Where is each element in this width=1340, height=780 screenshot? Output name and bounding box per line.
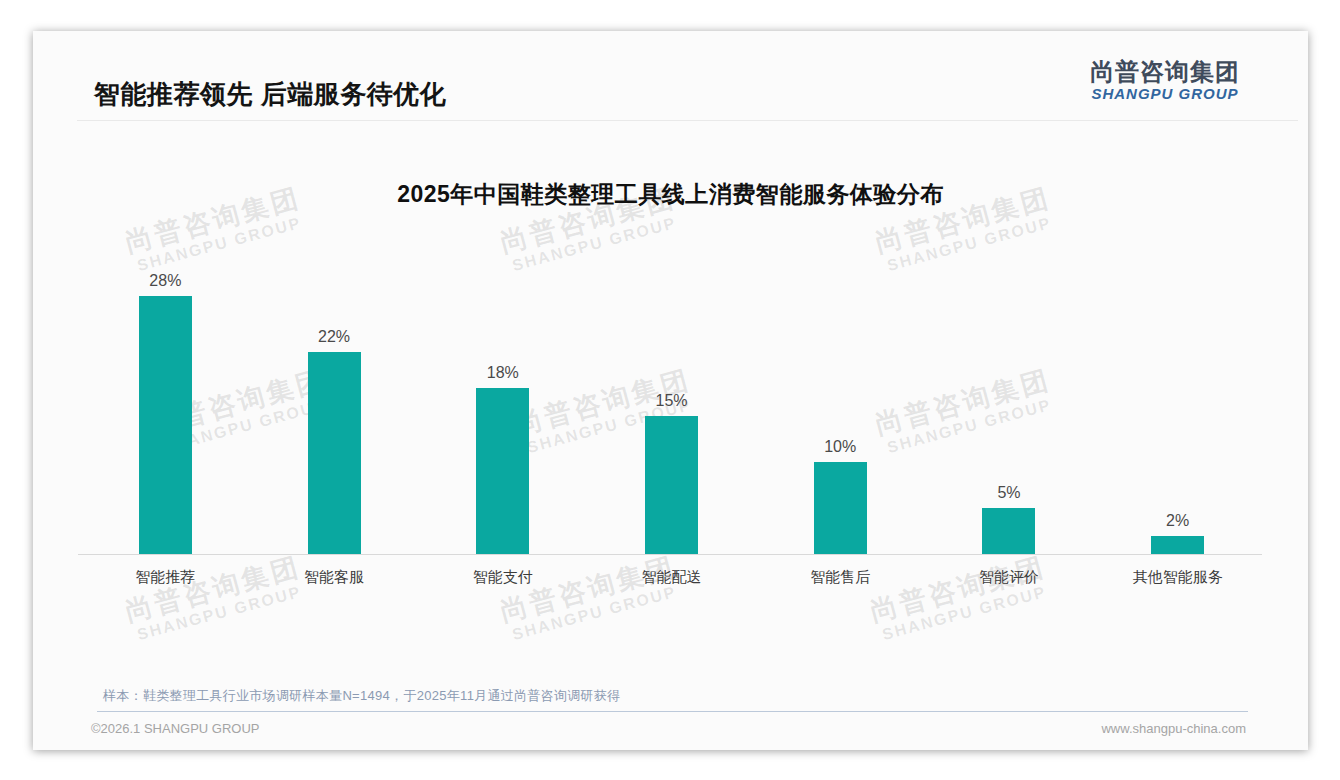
category-label: 其他智能服务 (1093, 568, 1262, 587)
logo-chinese-text: 尚普咨询集团 (1090, 58, 1240, 85)
copyright-text: ©2026.1 SHANGPU GROUP (91, 721, 260, 736)
bar (308, 352, 361, 554)
bar (139, 296, 192, 554)
bar (476, 388, 529, 554)
watermark: 尚普咨询集团SHANGPU GROUP (496, 549, 683, 646)
chart-title: 2025年中国鞋类整理工具线上消费智能服务体验分布 (33, 179, 1308, 210)
bar-column: 15% (587, 254, 756, 554)
bar (1151, 536, 1204, 554)
category-label: 智能推荐 (81, 568, 250, 587)
bar-column: 22% (250, 254, 419, 554)
page-title: 智能推荐领先 后端服务待优化 (94, 77, 446, 112)
category-label: 智能客服 (250, 568, 419, 587)
bar-column: 2% (1093, 254, 1262, 554)
watermark-chinese-text: 尚普咨询集团 (496, 549, 679, 630)
slide-card: 尚普咨询集团SHANGPU GROUP尚普咨询集团SHANGPU GROUP尚普… (33, 31, 1308, 750)
bar-value-label: 2% (1166, 512, 1189, 530)
bar-column: 28% (81, 254, 250, 554)
watermark-english-text: SHANGPU GROUP (505, 581, 684, 645)
category-label: 智能配送 (587, 568, 756, 587)
bar-value-label: 22% (318, 328, 350, 346)
sample-note: 样本：鞋类整理工具行业市场调研样本量N=1494，于2025年11月通过尚普咨询… (103, 687, 621, 705)
bar-value-label: 15% (656, 392, 688, 410)
x-axis-line (78, 554, 1262, 555)
category-label: 智能售后 (756, 568, 925, 587)
page-background: 尚普咨询集团SHANGPU GROUP尚普咨询集团SHANGPU GROUP尚普… (0, 0, 1340, 780)
category-row: 智能推荐智能客服智能支付智能配送智能售后智能评价其他智能服务 (81, 568, 1262, 587)
header-divider (77, 120, 1298, 121)
watermark-english-text: SHANGPU GROUP (130, 581, 309, 645)
bar (814, 462, 867, 554)
plot-area: 28% 22% 18% 15% 10% 5% 2% (81, 254, 1262, 554)
watermark-chinese-text: 尚普咨询集团 (866, 549, 1049, 630)
bar-value-label: 5% (997, 484, 1020, 502)
bar (645, 416, 698, 554)
bar-value-label: 28% (149, 272, 181, 290)
bar-value-label: 10% (824, 438, 856, 456)
category-label: 智能评价 (925, 568, 1094, 587)
bar-column: 10% (756, 254, 925, 554)
watermark-chinese-text: 尚普咨询集团 (121, 549, 304, 630)
watermark: 尚普咨询集团SHANGPU GROUP (866, 549, 1053, 646)
category-label: 智能支付 (418, 568, 587, 587)
bar-column: 5% (925, 254, 1094, 554)
logo-english-text: SHANGPU GROUP (1090, 85, 1240, 102)
bar-column: 18% (418, 254, 587, 554)
bar (982, 508, 1035, 554)
watermark: 尚普咨询集团SHANGPU GROUP (121, 549, 308, 646)
footer-divider (97, 711, 1248, 712)
company-logo: 尚普咨询集团 SHANGPU GROUP (1090, 58, 1240, 102)
bar-value-label: 18% (487, 364, 519, 382)
website-text: www.shangpu-china.com (1101, 721, 1246, 736)
watermark-english-text: SHANGPU GROUP (875, 581, 1054, 645)
